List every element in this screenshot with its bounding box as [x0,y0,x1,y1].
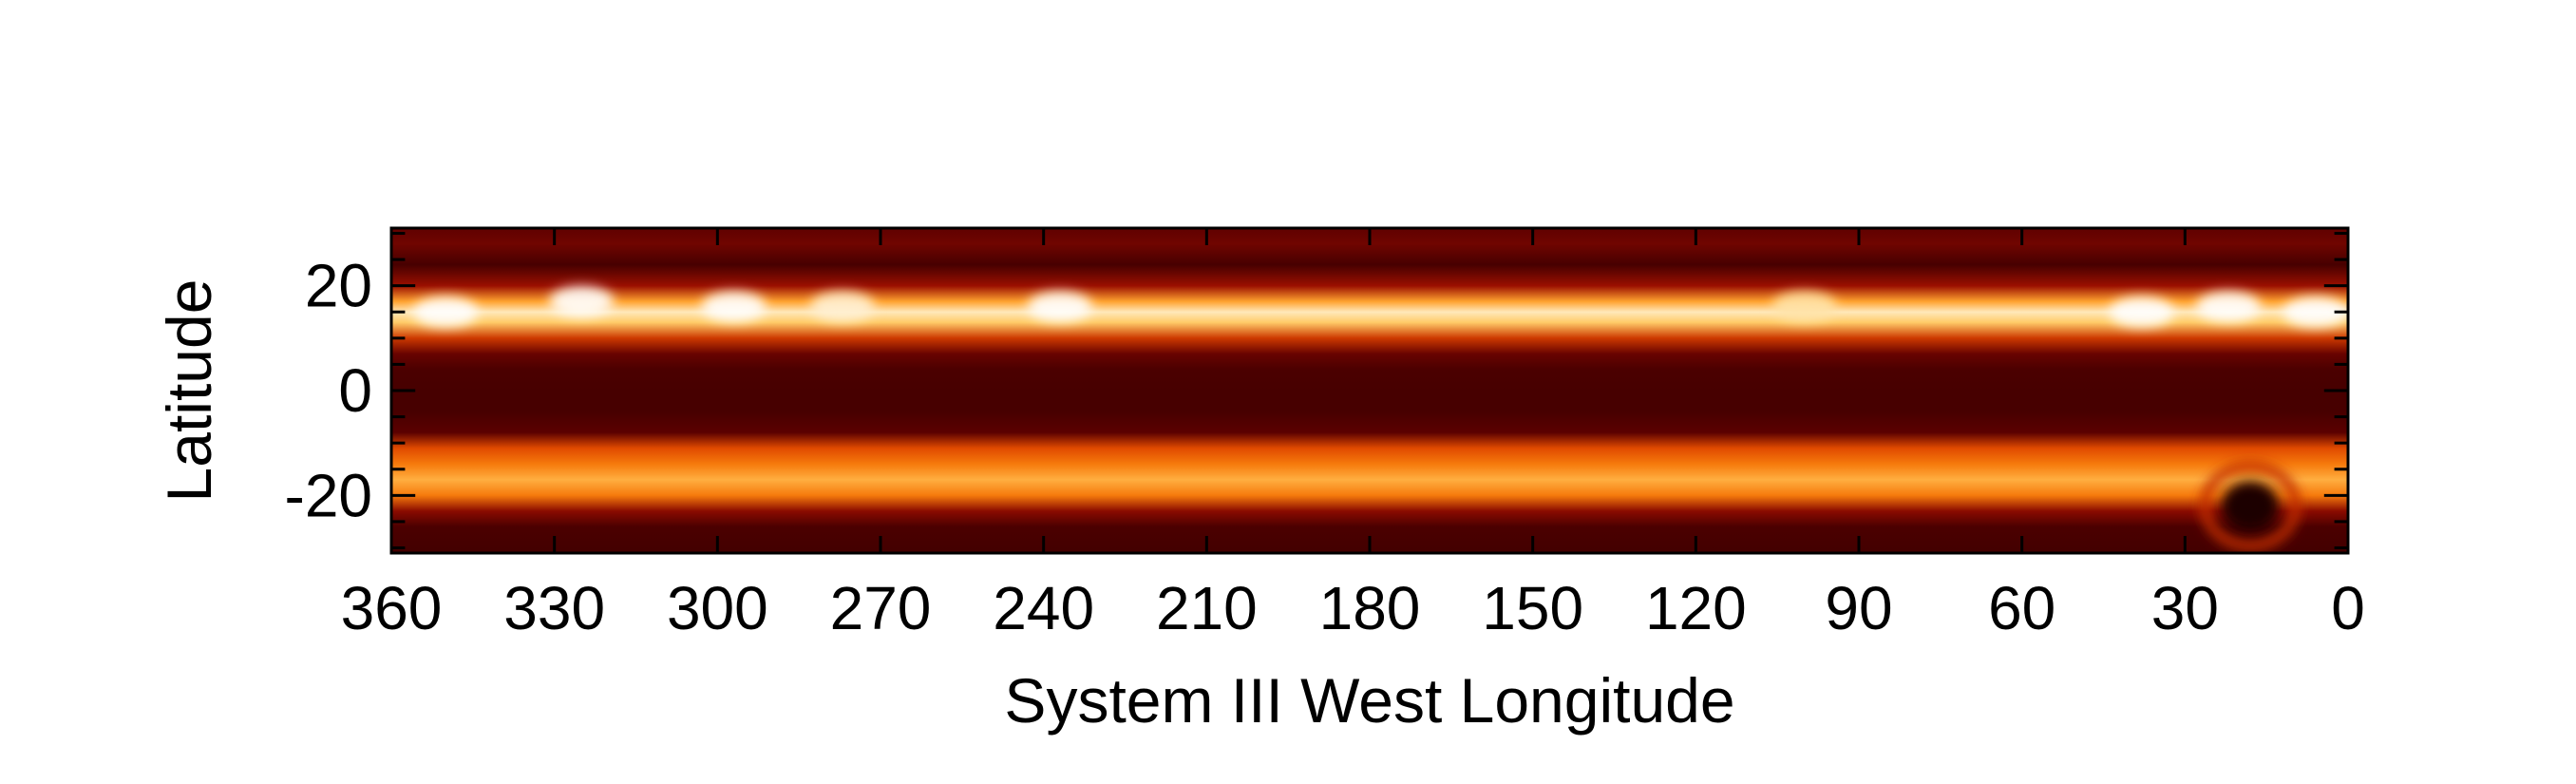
x-tick-label: 30 [2151,574,2219,642]
x-tick-labels: 360 330 300 270 240 210 180 150 120 90 60 30 0 [341,574,2365,642]
y-tick-label: 20 [305,252,372,320]
x-tick-label: 120 [1645,574,1747,642]
x-tick-label: 0 [2331,574,2365,642]
bright-spot-8 [2282,296,2348,328]
y-axis-title: Latitude [154,279,224,503]
dark-vortex-ring-0 [2200,461,2301,551]
bright-spot-1 [549,286,615,317]
heatmap-plot-area [391,228,2348,553]
x-axis-title: System III West Longitude [1004,665,1734,736]
x-tick-label: 60 [1988,574,2055,642]
x-tick-label: 240 [993,574,1094,642]
heatmap-latitude-bands [391,228,2348,553]
bright-spot-6 [2109,296,2174,328]
dark-vortex-core-0 [2222,481,2279,531]
y-tick-label: 0 [338,356,372,425]
bright-spot-0 [413,296,479,328]
x-tick-label: 180 [1319,574,1421,642]
bright-spot-5 [1771,291,1837,322]
x-tick-label: 90 [1825,574,1892,642]
axis-ticks [389,228,2350,553]
x-tick-label: 270 [830,574,932,642]
bright-spot-7 [2196,291,2262,322]
bright-spot-3 [809,291,875,322]
x-tick-label: 210 [1156,574,1258,642]
y-tick-label: -20 [285,461,373,529]
x-tick-label: 330 [503,574,605,642]
heatmap-bright-spots [413,286,2348,328]
heatmap-dark-features [2200,461,2301,551]
x-tick-label: 300 [667,574,768,642]
bright-spot-2 [701,291,767,322]
bright-spot-4 [1027,291,1092,322]
y-tick-labels: 20 0 -20 [285,252,373,530]
x-tick-label: 360 [341,574,443,642]
x-tick-label: 150 [1482,574,1583,642]
